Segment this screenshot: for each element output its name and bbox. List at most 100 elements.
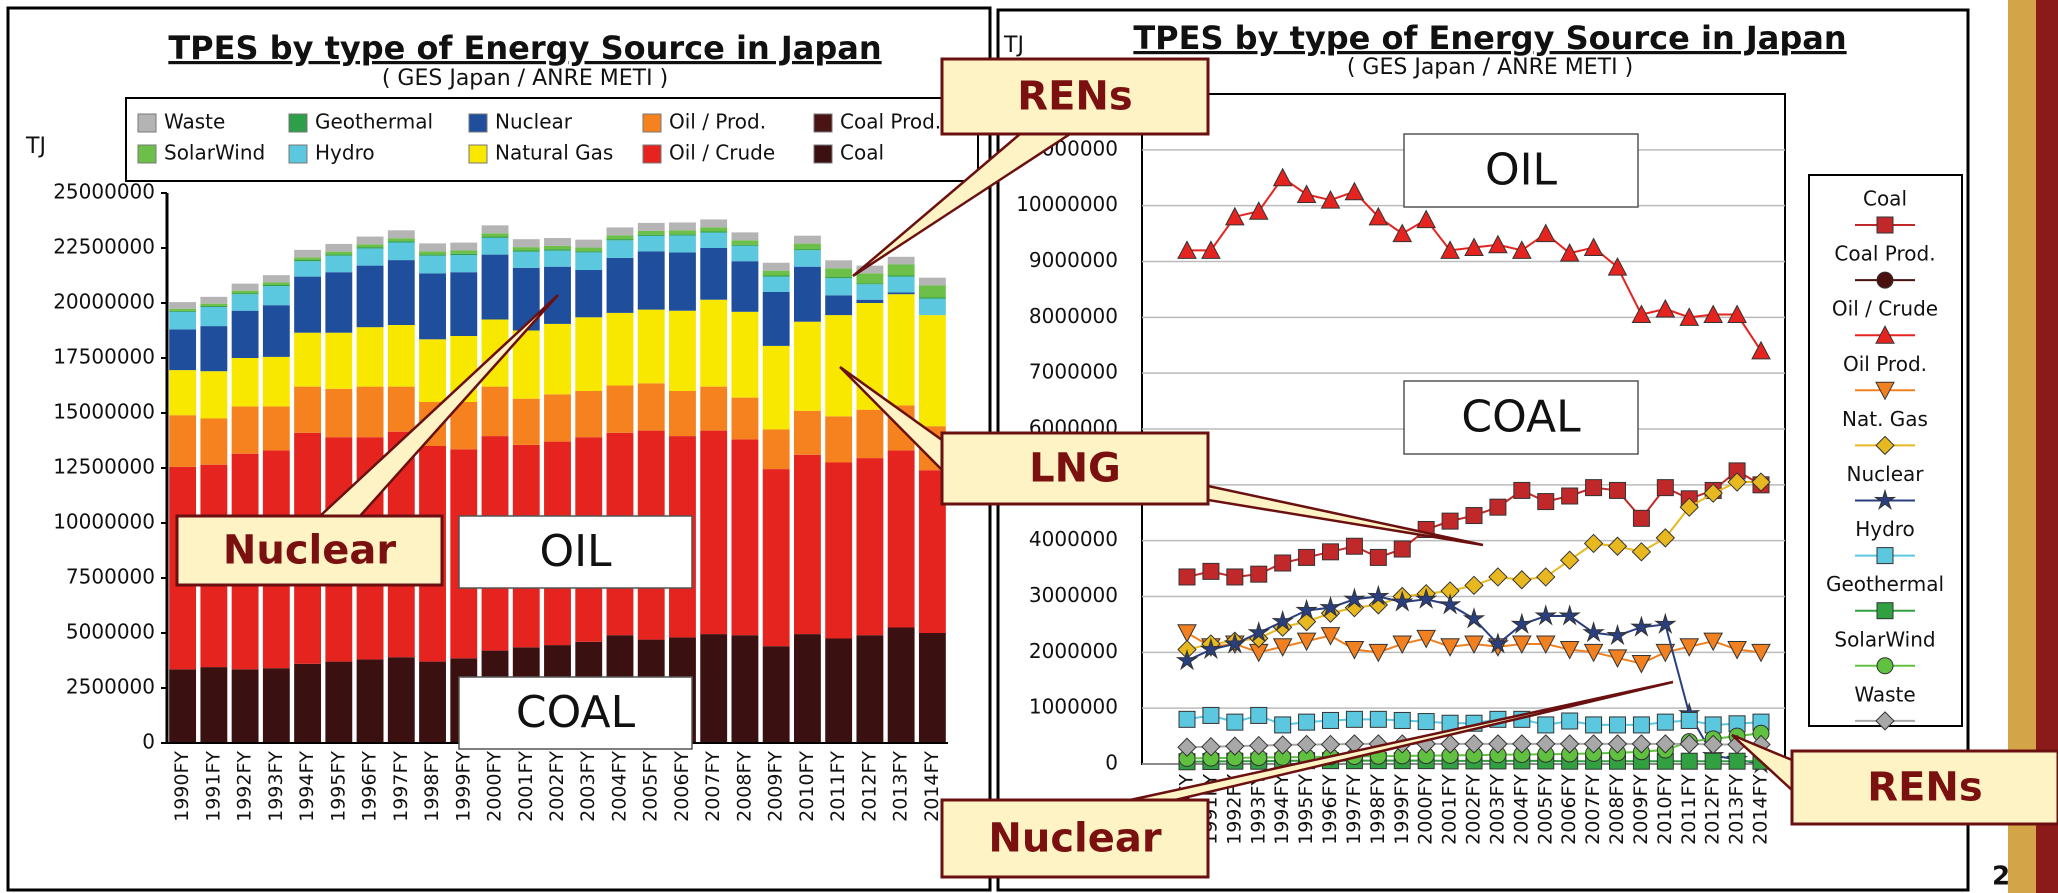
marker [1369, 548, 1387, 566]
marker [1488, 234, 1508, 254]
bar-segment [481, 236, 509, 238]
marker [1296, 184, 1317, 203]
callout-box [458, 515, 693, 589]
bar-segment [606, 257, 634, 313]
bar-segment [887, 294, 915, 406]
callout-text: OIL [1485, 145, 1558, 196]
bar-segment [918, 633, 946, 743]
marker [1655, 298, 1676, 318]
marker [1226, 713, 1244, 731]
marker [1344, 181, 1365, 201]
marker [1296, 734, 1317, 755]
bar-segment [512, 239, 540, 248]
x-tick-label: 2000FY [484, 751, 506, 822]
bar-segment [887, 627, 915, 743]
marker [1751, 340, 1771, 360]
marker [1536, 567, 1556, 587]
marker [1585, 716, 1603, 734]
x-tick-label: 2003FY [577, 751, 599, 822]
marker [1438, 593, 1462, 615]
x-tick-label: 1992FY [234, 751, 256, 822]
marker [1392, 223, 1413, 243]
x-tick-label: 1999FY [1391, 774, 1413, 845]
bar-segment [325, 272, 353, 333]
marker [1631, 734, 1652, 754]
bar-segment [637, 383, 665, 431]
y-tick-label: 10000000 [53, 510, 155, 534]
bar-segment [606, 312, 634, 386]
x-tick-label: 2007FY [702, 751, 724, 822]
marker [1177, 624, 1197, 643]
y-tick-label: 8000000 [1029, 304, 1118, 328]
marker [1559, 734, 1580, 754]
callouts: RENs Nuclear OIL COAL LNG OIL COAL RENs Nuclear [175, 57, 2058, 879]
marker [1727, 304, 1747, 324]
bar-segment [606, 239, 634, 241]
marker [1417, 713, 1435, 731]
marker [1632, 509, 1650, 527]
bar-segment [700, 219, 728, 228]
marker [1489, 498, 1507, 516]
marker [1464, 237, 1484, 257]
marker [1225, 206, 1245, 226]
callout-box [1403, 380, 1639, 455]
bar-segment [294, 261, 322, 277]
y-tick-label: 5000000 [66, 620, 155, 644]
marker [1488, 734, 1508, 754]
x-tick-label: 1997FY [390, 751, 412, 822]
callout-text: Nuclear [223, 528, 396, 574]
bar-segment [887, 275, 915, 277]
bar-segment [450, 250, 478, 254]
marker [1728, 752, 1746, 770]
bar-segment [231, 283, 259, 291]
x-tick-label: 2001FY [515, 751, 537, 822]
side-stripe [2036, 0, 2058, 893]
marker [1535, 223, 1556, 243]
marker [1320, 190, 1341, 209]
marker [1369, 710, 1387, 728]
bar-segment [200, 296, 228, 304]
bar-segment [294, 257, 322, 260]
bar-segment [169, 311, 197, 330]
legend-marker [1875, 435, 1895, 456]
marker [1632, 716, 1650, 734]
marker [1319, 595, 1342, 618]
bar-segment [231, 406, 259, 454]
legend-swatch [468, 144, 488, 164]
callout-text: LNG [1029, 446, 1121, 492]
bar-segment [262, 284, 290, 287]
y-tick-label: 20000000 [53, 290, 155, 314]
legend-swatch [642, 144, 662, 164]
bar-segment [544, 237, 571, 246]
bar-segment [700, 232, 728, 248]
bar-segment [325, 332, 353, 389]
marker [1607, 536, 1628, 556]
bar-segment [481, 254, 509, 320]
bar-segment [762, 262, 790, 271]
bar-segment [450, 255, 478, 273]
bar-segment [512, 251, 540, 268]
bar-segment [544, 245, 571, 250]
x-tick-label: 2013FY [1726, 774, 1748, 845]
bar-segment [512, 398, 540, 445]
legend-marker [1873, 488, 1897, 511]
x-tick-label: 1991FY [202, 751, 224, 822]
bar-segment [450, 272, 478, 336]
legend-label: Oil Prod. [1843, 352, 1927, 376]
bar-segment [200, 667, 228, 743]
bar-segment [669, 230, 696, 235]
bar-segment [512, 250, 540, 252]
marker [1680, 752, 1698, 770]
bar-segment [325, 251, 353, 255]
bar-segment [325, 661, 353, 743]
legend-swatch [813, 144, 833, 164]
chart-title: TPES by type of Energy Source in Japan [168, 29, 881, 67]
bar-segment [887, 276, 915, 293]
callout-box [940, 57, 1210, 136]
x-tick-label: 1998FY [421, 751, 443, 822]
bar-segment [856, 458, 884, 636]
bar-segment [356, 265, 384, 328]
legend-label: Nat. Gas [1842, 407, 1928, 431]
y-tick-label: 2500000 [66, 675, 155, 699]
bar-segment [637, 309, 665, 384]
